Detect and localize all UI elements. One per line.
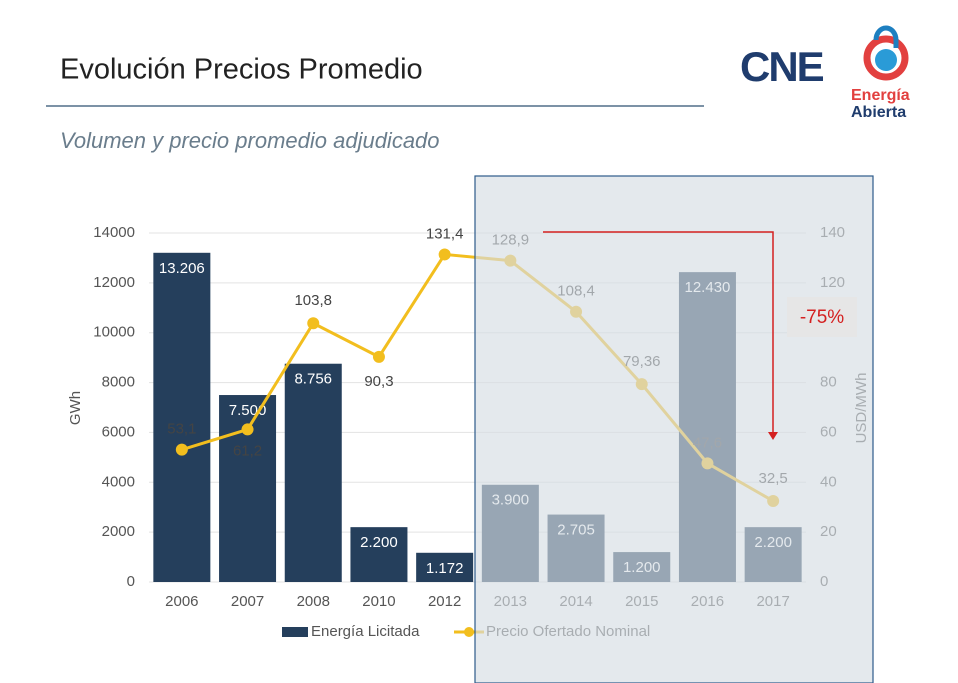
bar-value-label: 8.756 xyxy=(294,371,332,388)
price-point xyxy=(241,423,254,436)
legend-label: Energía Licitada xyxy=(311,623,420,640)
x-tick-label: 2008 xyxy=(297,593,330,610)
highlight-overlay xyxy=(474,175,874,683)
slide-subtitle: Volumen y precio promedio adjudicado xyxy=(60,128,440,153)
y-tick-label: 14000 xyxy=(93,224,135,241)
legend-swatch xyxy=(282,627,308,637)
bar-value-label: 13.206 xyxy=(159,260,205,277)
bar xyxy=(416,552,474,582)
price-value-label: 103,8 xyxy=(294,292,332,309)
x-tick-label: 2010 xyxy=(362,593,395,610)
bar xyxy=(350,527,408,582)
bar xyxy=(284,363,342,582)
y-tick-label: 4000 xyxy=(102,473,135,490)
price-point xyxy=(372,350,385,363)
x-tick-label: 2012 xyxy=(428,593,461,610)
annotation-box xyxy=(787,297,857,337)
price-value-label: 61,2 xyxy=(233,442,262,459)
x-tick-label: 2007 xyxy=(231,593,264,610)
annotation-arrow xyxy=(543,231,774,432)
price-value-label: 90,3 xyxy=(364,373,393,390)
price-value-label: 131,4 xyxy=(426,225,464,242)
bar-value-label: 1.172 xyxy=(426,560,464,577)
energia-logo-text: Energía xyxy=(851,87,910,104)
bar xyxy=(219,395,277,582)
price-value-label: 53,1 xyxy=(167,421,196,438)
arrow-head xyxy=(768,432,778,440)
bar-value-label: 2.200 xyxy=(360,534,398,551)
price-point xyxy=(175,443,188,456)
energia-logo-icon xyxy=(863,25,909,81)
legend-marker xyxy=(464,627,474,637)
price-point xyxy=(307,317,320,330)
bar xyxy=(153,252,211,583)
y-tick-label: 10000 xyxy=(93,324,135,341)
x-tick-label: 2006 xyxy=(165,593,198,610)
cne-logo: CNE xyxy=(740,43,824,90)
y-tick-label: 12000 xyxy=(93,274,135,291)
price-point xyxy=(438,248,451,261)
y-tick-label: 6000 xyxy=(102,423,135,440)
abierta-logo-text: Abierta xyxy=(851,104,906,121)
slide-title: Evolución Precios Promedio xyxy=(60,54,423,86)
y-axis-title: GWh xyxy=(67,391,84,425)
annotation-label: -75% xyxy=(800,307,844,328)
y-tick-label: 0 xyxy=(127,573,135,590)
y-tick-label: 8000 xyxy=(102,374,135,391)
y-tick-label: 2000 xyxy=(102,523,135,540)
